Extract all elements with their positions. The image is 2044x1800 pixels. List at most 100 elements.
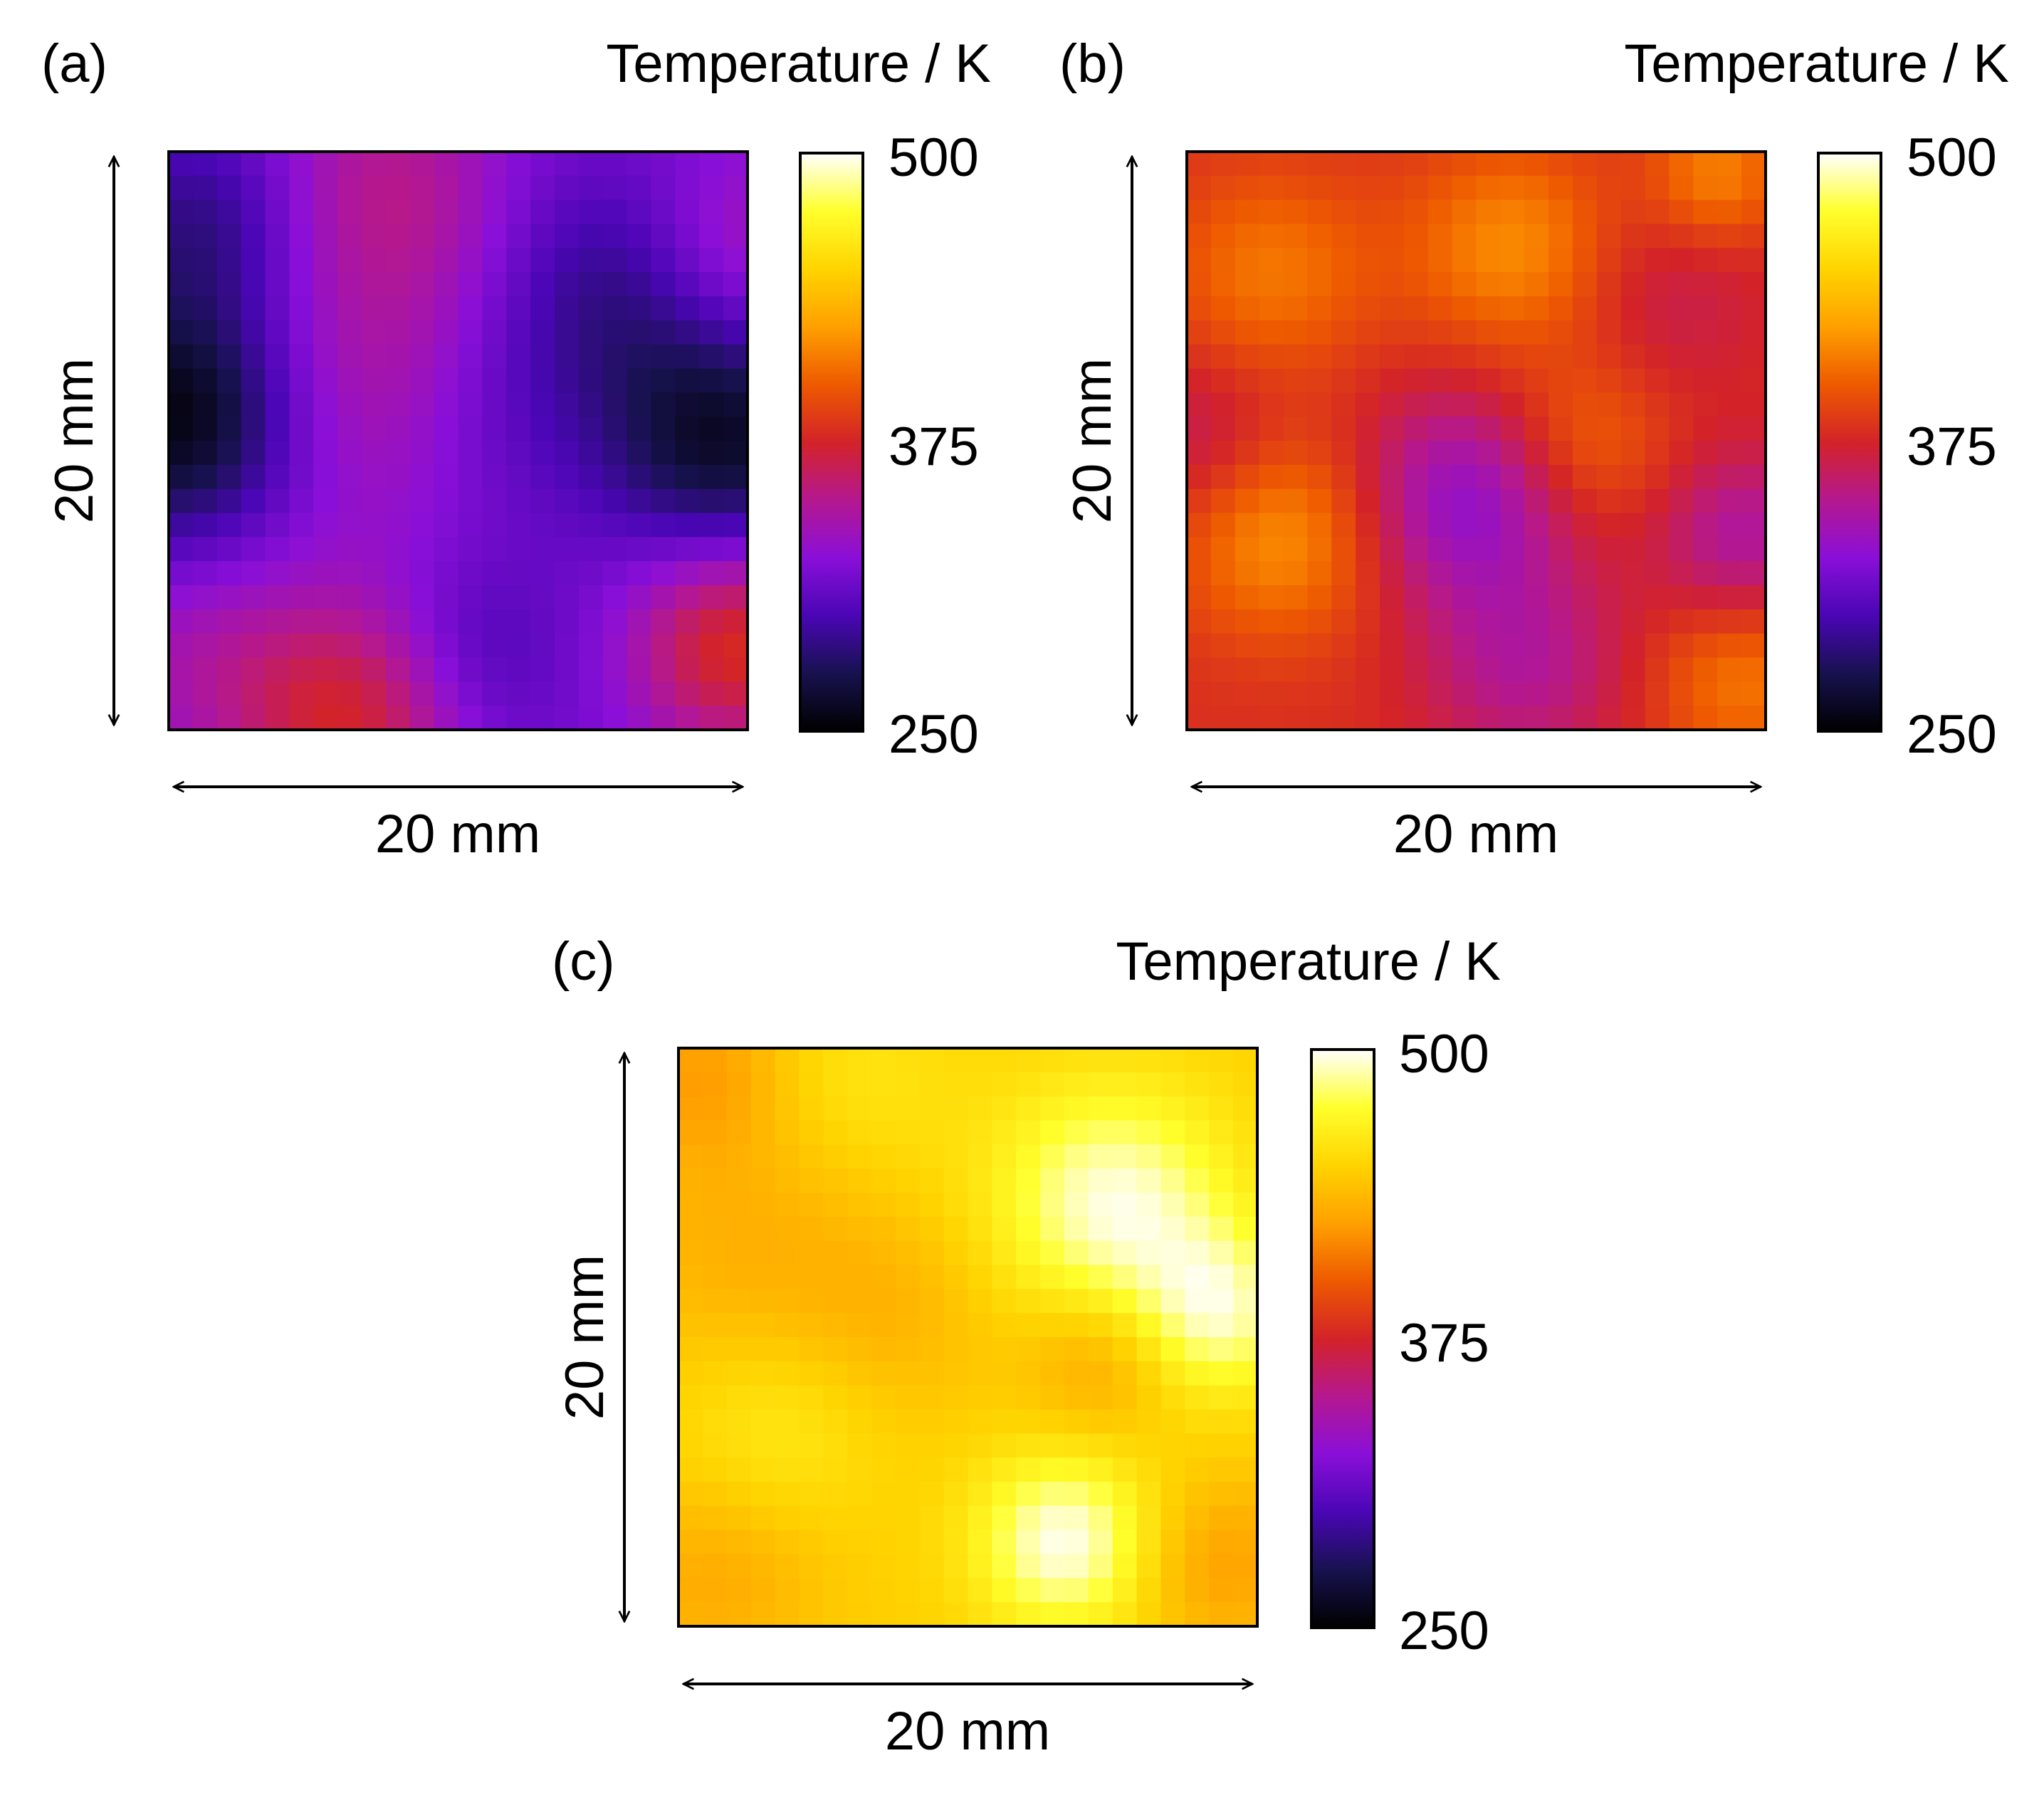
heatmap-cell (968, 1216, 992, 1242)
heatmap-cell (1233, 1096, 1258, 1121)
heatmap-cell (506, 320, 531, 345)
heatmap-cell (265, 537, 290, 562)
heatmap-cell (702, 1554, 728, 1579)
heatmap-cell (337, 441, 362, 466)
heatmap-cell (337, 706, 362, 731)
heatmap-cell (1500, 513, 1525, 538)
heatmap-cell (1573, 320, 1598, 345)
heatmap-cell (1427, 633, 1453, 659)
heatmap-cell (675, 657, 700, 682)
heatmap-cell (409, 537, 435, 562)
heatmap-cell (1331, 681, 1356, 706)
heatmap-cell (1136, 1240, 1162, 1266)
heatmap-cell (895, 1048, 921, 1073)
heatmap-cell (1187, 344, 1212, 370)
heatmap-cell (1548, 561, 1573, 586)
heatmap-cell (943, 1433, 969, 1458)
heatmap-cell (434, 537, 459, 562)
heatmap-cell (1283, 224, 1308, 248)
heatmap-cell (1669, 368, 1694, 393)
heatmap-cell (847, 1144, 872, 1169)
heatmap-cell (1427, 609, 1453, 634)
heatmap-cell (337, 199, 362, 225)
heatmap-cell (1283, 513, 1308, 538)
heatmap-cell (678, 1048, 703, 1073)
heatmap-cell (1185, 1096, 1210, 1121)
heatmap-cell (1209, 1505, 1234, 1531)
heatmap-cell (678, 1120, 703, 1145)
heatmap-cell (1476, 585, 1501, 610)
heatmap-cell (1548, 609, 1573, 634)
heatmap-cell (1403, 706, 1429, 731)
heatmap-cell (1669, 296, 1694, 321)
heatmap-cell (992, 1289, 1017, 1314)
heatmap-cell (699, 392, 724, 417)
heatmap-cell (265, 272, 290, 297)
heatmap-cell (1620, 488, 1646, 514)
heatmap-cell (968, 1529, 992, 1555)
heatmap-cell (1187, 152, 1212, 177)
heatmap-cell (578, 681, 604, 706)
heatmap-cell (699, 248, 724, 273)
heatmap-cell (313, 248, 338, 273)
heatmap-cell (1403, 417, 1429, 441)
heatmap-cell (1524, 488, 1549, 514)
heatmap-cell (265, 248, 290, 273)
heatmap-cell (675, 681, 700, 706)
heatmap-cell (1500, 296, 1525, 321)
heatmap-cell (1524, 224, 1549, 248)
heatmap-cell (1259, 513, 1284, 538)
heatmap-cell (1209, 1313, 1234, 1338)
heatmap-cell (1380, 441, 1405, 466)
heatmap-cell (1524, 609, 1549, 634)
heatmap-cell (602, 488, 628, 514)
heatmap-cell (1500, 272, 1525, 297)
heatmap-cell (337, 392, 362, 417)
heatmap-cell (482, 175, 507, 201)
heatmap-cell (1741, 657, 1766, 682)
heatmap-cell (1136, 1409, 1162, 1434)
heatmap-cell (1669, 513, 1694, 538)
heatmap-cell (578, 537, 604, 562)
heatmap-cell (968, 1602, 992, 1627)
heatmap-cell (678, 1505, 703, 1531)
heatmap-cell (1476, 464, 1501, 490)
heatmap-cell (1452, 344, 1477, 370)
heatmap-cell (578, 561, 604, 586)
heatmap-cell (1573, 368, 1598, 393)
heatmap-cell (337, 320, 362, 345)
heatmap-cell (1233, 1433, 1258, 1458)
heatmap-cell (1596, 152, 1622, 177)
heatmap-cell (699, 609, 724, 634)
heatmap-cell (750, 1265, 776, 1289)
heatmap-cell (216, 152, 242, 177)
heatmap-cell (627, 657, 652, 682)
heatmap-cell (651, 464, 676, 490)
colorbar-title-b: Temperature / K (1624, 33, 2009, 94)
heatmap-cell (1476, 513, 1501, 538)
heatmap-cell (169, 320, 194, 345)
heatmap-cell (702, 1265, 728, 1289)
heatmap-cell (799, 1072, 824, 1097)
heatmap-cell (241, 633, 266, 659)
heatmap-cell (992, 1216, 1017, 1242)
colorbar-tick-max-c: 500 (1399, 1024, 1489, 1084)
heatmap-cell (1741, 368, 1766, 393)
heatmap-cell (555, 417, 580, 441)
heatmap-cell (362, 152, 387, 177)
heatmap-cell (823, 1289, 848, 1314)
heatmap-cell (1233, 1529, 1258, 1555)
heatmap-cell (434, 488, 459, 514)
heatmap-cell (265, 296, 290, 321)
heatmap-cell (482, 417, 507, 441)
heatmap-cell (799, 1216, 824, 1242)
heatmap-cell (216, 488, 242, 514)
heatmap-cell (1185, 1265, 1210, 1289)
heatmap-cell (775, 1072, 800, 1097)
heatmap-cell (1209, 1361, 1234, 1386)
heatmap-cell (434, 513, 459, 538)
heatmap-cell (1620, 392, 1646, 417)
heatmap-cell (362, 706, 387, 731)
heatmap-cell (1548, 537, 1573, 562)
heatmap-cell (1187, 706, 1212, 731)
